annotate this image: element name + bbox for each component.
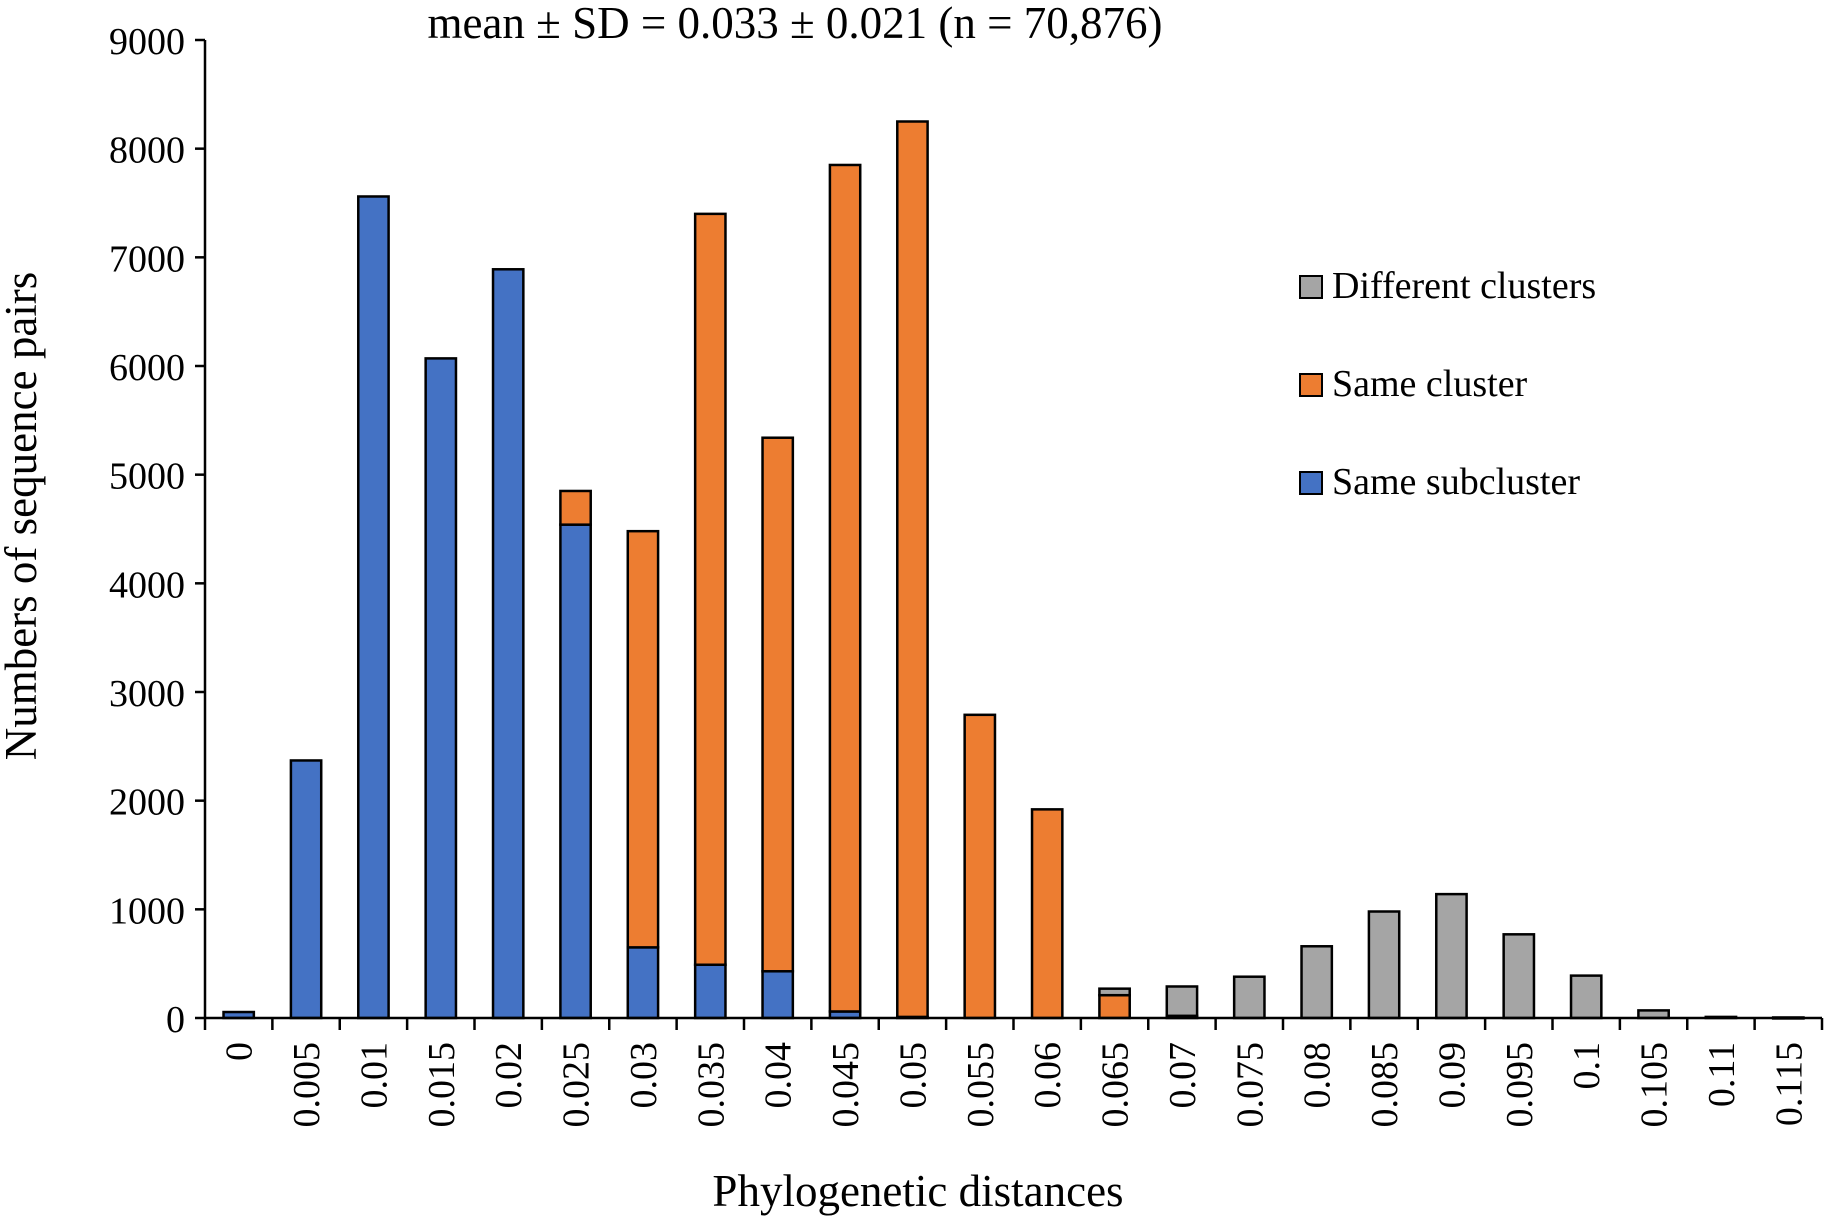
- bar-segment: [1502, 933, 1536, 1020]
- y-tick-label: 9000: [109, 21, 185, 63]
- y-tick-label: 7000: [109, 238, 185, 280]
- legend: Different clusters Same cluster Same subcl…: [1299, 265, 1596, 503]
- bar-segment: [1300, 945, 1334, 1020]
- legend-swatch: [1299, 373, 1323, 397]
- bar-segment: [693, 212, 727, 967]
- legend-label: Same subcluster: [1332, 461, 1580, 503]
- bar-segment: [1569, 974, 1603, 1020]
- y-axis-label: Numbers of sequence pairs: [0, 272, 46, 761]
- bar-segment: [1098, 993, 1131, 1020]
- x-tick-label: 0.06: [1027, 1042, 1069, 1109]
- x-axis-label: Phylogenetic distances: [712, 1166, 1123, 1216]
- y-axis-ticks: 0 1000 2000 3000 4000 5000 6000 7000 8000 9000: [109, 21, 205, 1041]
- chart-title: mean ± SD = 0.033 ± 0.021 (n = 70,876): [427, 0, 1162, 48]
- x-tick-label: 0.04: [758, 1042, 800, 1109]
- bars: [222, 120, 1805, 1020]
- bar-segment: [1098, 987, 1131, 997]
- bar-segment: [626, 946, 660, 1020]
- bar-segment: [896, 120, 929, 1019]
- y-tick-label: 4000: [109, 564, 185, 606]
- bar-segment: [693, 963, 727, 1020]
- x-tick-label: 0.08: [1297, 1042, 1339, 1109]
- x-tick-label: 0.05: [892, 1042, 934, 1109]
- x-tick-label: 0.01: [353, 1042, 395, 1109]
- bar-segment: [1030, 808, 1064, 1020]
- x-tick-label: 0.035: [690, 1042, 732, 1128]
- x-tick-label: 0.09: [1431, 1042, 1473, 1109]
- bar-segment: [424, 357, 458, 1020]
- bar-segment: [491, 268, 525, 1020]
- x-tick-label: 0.03: [623, 1042, 665, 1109]
- bar-segment: [626, 529, 660, 949]
- legend-swatch: [1299, 275, 1323, 299]
- legend-label: Different clusters: [1332, 265, 1596, 307]
- bar-segment: [1232, 975, 1266, 1020]
- y-tick-label: 0: [166, 999, 185, 1041]
- x-tick-label: 0.1: [1566, 1042, 1608, 1090]
- x-axis-ticks: 0 0.005 0.01 0.015 0.02 0.025 0.03 0.035 0.04 0.0…: [203, 1018, 1824, 1128]
- x-tick-label: 0.085: [1364, 1042, 1406, 1128]
- y-tick-label: 3000: [109, 673, 185, 715]
- x-tick-label: 0: [219, 1042, 261, 1061]
- bar-segment: [1367, 910, 1401, 1020]
- y-tick-label: 6000: [109, 347, 185, 389]
- x-tick-label: 0.055: [960, 1042, 1002, 1128]
- x-tick-label: 0.065: [1095, 1042, 1137, 1128]
- x-tick-label: 0.02: [488, 1042, 530, 1109]
- x-tick-label: 0.025: [556, 1042, 598, 1128]
- x-tick-label: 0.045: [825, 1042, 867, 1128]
- x-tick-label: 0.07: [1162, 1042, 1204, 1109]
- x-tick-label: 0.115: [1768, 1042, 1810, 1126]
- bar-segment: [963, 713, 997, 1020]
- x-tick-label: 0.005: [286, 1042, 328, 1128]
- x-tick-label: 0.095: [1499, 1042, 1541, 1128]
- bar-segment: [1435, 892, 1468, 1020]
- legend-swatch: [1299, 471, 1323, 495]
- bar-segment: [357, 195, 390, 1020]
- bar-segment: [559, 489, 592, 526]
- x-tick-label: 0.075: [1229, 1042, 1271, 1128]
- bar-segment: [1165, 985, 1199, 1018]
- bar-segment: [761, 970, 795, 1020]
- y-tick-label: 1000: [109, 890, 185, 932]
- bar-segment: [559, 523, 592, 1020]
- y-tick-label: 5000: [109, 456, 185, 498]
- x-tick-label: 0.105: [1634, 1042, 1676, 1128]
- y-tick-label: 2000: [109, 782, 185, 824]
- y-tick-label: 8000: [109, 130, 185, 172]
- legend-label: Same cluster: [1332, 363, 1528, 405]
- x-tick-label: 0.015: [421, 1042, 463, 1128]
- bar-segment: [761, 436, 795, 973]
- bar-segment: [289, 759, 323, 1020]
- bar-segment: [828, 163, 862, 1013]
- x-tick-label: 0.11: [1701, 1042, 1743, 1107]
